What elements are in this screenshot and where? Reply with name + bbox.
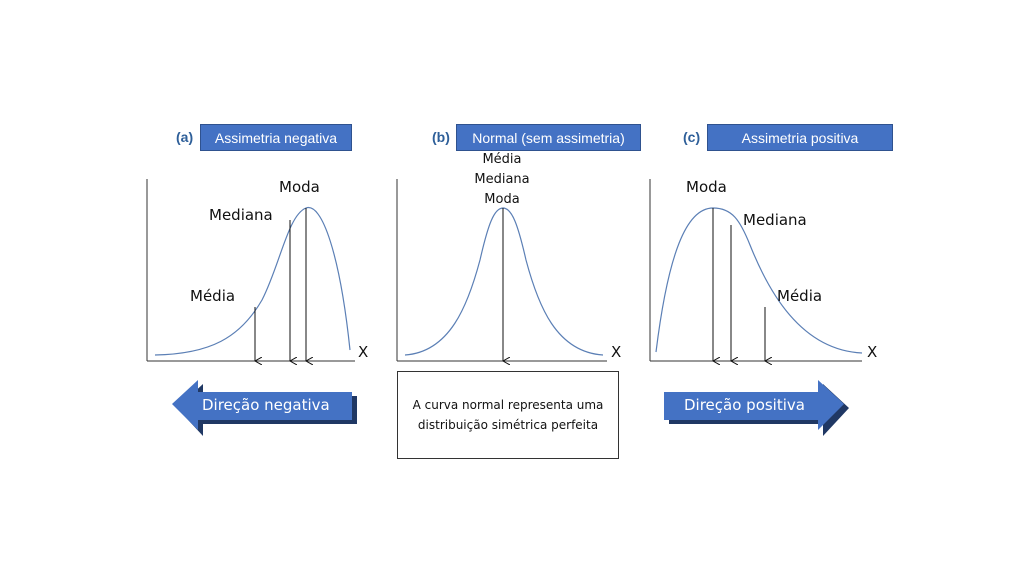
note-box: A curva normal representa uma distribuiç… (397, 371, 619, 459)
panel-c-title: Assimetria positiva (707, 124, 893, 151)
panel-b-mediana-label: Mediana (474, 172, 530, 187)
panel-c-mediana-label: Mediana (743, 211, 807, 229)
panel-a-axis-label: X (358, 343, 369, 361)
panel-a-axes (146, 179, 355, 362)
right-arrow (664, 380, 844, 430)
panel-a-mediana-label: Mediana (209, 206, 273, 224)
panel-b-letter: (b) (432, 129, 450, 145)
panel-c-axis-label: X (867, 343, 878, 361)
panel-c-letter: (c) (683, 129, 701, 145)
panel-b-title: Normal (sem assimetria) (456, 124, 641, 151)
panel-a-letter: (a) (176, 129, 194, 145)
note-line-1: A curva normal representa uma (412, 398, 604, 412)
panel-a-media-label: Média (190, 287, 236, 305)
note-line-2: distribuição simétrica perfeita (417, 418, 599, 432)
left-arrow-label: Direção negativa (202, 396, 330, 414)
panel-a-curve (154, 207, 351, 356)
panel-b-axis-label: X (611, 343, 622, 361)
left-arrow (172, 380, 352, 430)
panel-c-moda-label: Moda (686, 178, 727, 196)
panel-c-axes (649, 179, 862, 362)
panel-c-curve (655, 207, 863, 354)
panel-a-title: Assimetria negativa (200, 124, 352, 151)
panel-b-media-label: Média (482, 152, 522, 167)
panel-b-curve (404, 207, 604, 356)
panel-b-moda-label: Moda (484, 192, 520, 207)
right-arrow-label: Direção positiva (684, 396, 805, 414)
panel-c-media-label: Média (777, 287, 823, 305)
panel-a-moda-label: Moda (279, 178, 320, 196)
